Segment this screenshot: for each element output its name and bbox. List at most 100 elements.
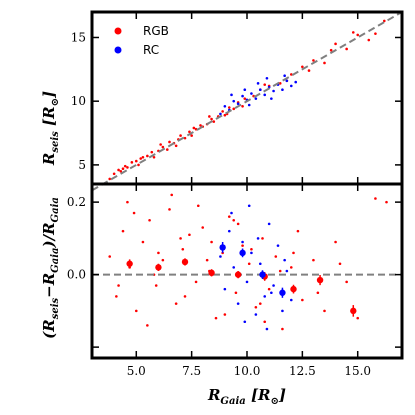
data-point-rgb (108, 255, 112, 258)
data-point-rgb (254, 305, 258, 309)
data-point-rc (281, 309, 284, 313)
data-point-rc (265, 76, 269, 80)
data-point-rgb (345, 47, 348, 51)
data-point-rgb (194, 280, 198, 284)
data-point-rgb (374, 32, 377, 35)
data-point-rc (254, 97, 258, 100)
data-point-rc (256, 237, 260, 240)
y-tick-label: 0.2 (67, 195, 86, 209)
data-point-rc (250, 92, 253, 95)
data-point-rc (250, 251, 253, 255)
data-point-rc (256, 82, 260, 85)
data-point-rgb (126, 166, 129, 169)
bottom-x-ticks: 5.0 7.5 10.0 12.5 15.0 (127, 184, 371, 378)
data-point-rgb (247, 262, 251, 266)
data-point-rgb (250, 247, 253, 251)
data-point-rc (294, 80, 298, 84)
y-tick-label: 5 (78, 158, 86, 172)
data-point-rgb (374, 197, 377, 200)
data-point-rgb (179, 237, 182, 240)
x-tick-label: 15.0 (344, 364, 371, 378)
data-point-rgb (241, 244, 244, 247)
data-point-rc (219, 112, 222, 116)
data-point-rgb (183, 295, 187, 298)
data-point-rc (263, 295, 267, 298)
data-point-rc (258, 262, 262, 266)
data-point-rgb (121, 229, 125, 233)
data-point-rc (223, 104, 227, 108)
data-point-rgb (367, 38, 371, 42)
data-point-rc (281, 88, 284, 92)
data-point-rgb (141, 155, 145, 159)
data-point-rgb (223, 313, 227, 316)
data-point-rgb (126, 200, 129, 204)
data-point-rgb (134, 309, 138, 313)
data-point-rgb (210, 240, 213, 244)
y-tick-label: 15 (71, 30, 86, 44)
x-tick-label: 10.0 (234, 364, 261, 378)
data-point-rgb (385, 200, 388, 204)
binned-point (234, 271, 242, 278)
data-point-rgb (263, 83, 267, 86)
data-point-rgb (165, 148, 169, 151)
data-point-rc (236, 302, 240, 305)
bottom-scatter-points (108, 193, 388, 331)
data-point-rc (270, 97, 273, 100)
data-point-rgb (157, 251, 160, 255)
data-point-rgb (112, 172, 116, 176)
data-point-rgb (261, 237, 264, 240)
binned-point (350, 307, 357, 315)
data-point-rgb (139, 157, 143, 160)
top-reference-line (91, 11, 403, 192)
bottom-x-axis-label: RGaia [R⊙] (207, 386, 286, 407)
data-point-rgb (168, 208, 171, 211)
data-point-rgb (181, 247, 185, 251)
binned-point (239, 249, 246, 257)
data-point-rgb (258, 302, 262, 305)
data-point-rc (247, 103, 251, 107)
data-point-rgb (289, 266, 293, 269)
data-point-rc (230, 93, 233, 97)
data-point-rgb (201, 226, 205, 229)
data-point-rc (258, 88, 262, 92)
data-point-rgb (323, 61, 326, 65)
data-point-rgb (174, 144, 178, 148)
data-point-rc (276, 244, 280, 247)
data-point-rc (241, 240, 244, 244)
bottom-plot-frame (90, 182, 404, 360)
legend-label-rc: RC (143, 43, 159, 57)
binned-point (259, 271, 266, 278)
data-point-rc (272, 89, 275, 93)
binned-point (316, 276, 324, 284)
data-point-rgb (183, 136, 187, 140)
data-point-rgb (199, 124, 202, 127)
data-point-rgb (301, 298, 304, 302)
data-point-rgb (188, 130, 191, 134)
binned-point (181, 258, 189, 266)
bottom-binned-points (126, 242, 357, 317)
data-point-rgb (351, 31, 355, 34)
data-point-rgb (117, 168, 120, 172)
data-point-rgb (232, 218, 236, 222)
data-point-rc (223, 287, 227, 291)
data-point-rc (272, 284, 275, 287)
data-point-rgb (301, 65, 304, 69)
data-point-rgb (188, 233, 191, 237)
data-point-rgb (267, 287, 271, 291)
data-point-rgb (281, 327, 284, 331)
x-tick-label: 7.5 (182, 364, 201, 378)
data-point-rc (267, 222, 271, 226)
legend-label-rgb: RGB (143, 24, 169, 38)
data-point-rgb (161, 145, 165, 149)
data-point-rc (289, 298, 293, 302)
data-point-rgb (179, 134, 182, 137)
y-tick-label: 10 (71, 94, 86, 108)
data-point-rgb (148, 218, 151, 222)
data-point-rgb (307, 69, 311, 72)
data-point-rgb (323, 309, 326, 313)
data-point-rgb (196, 204, 200, 208)
data-point-rc (285, 79, 289, 83)
data-point-rgb (210, 117, 213, 121)
data-point-rgb (316, 291, 320, 295)
